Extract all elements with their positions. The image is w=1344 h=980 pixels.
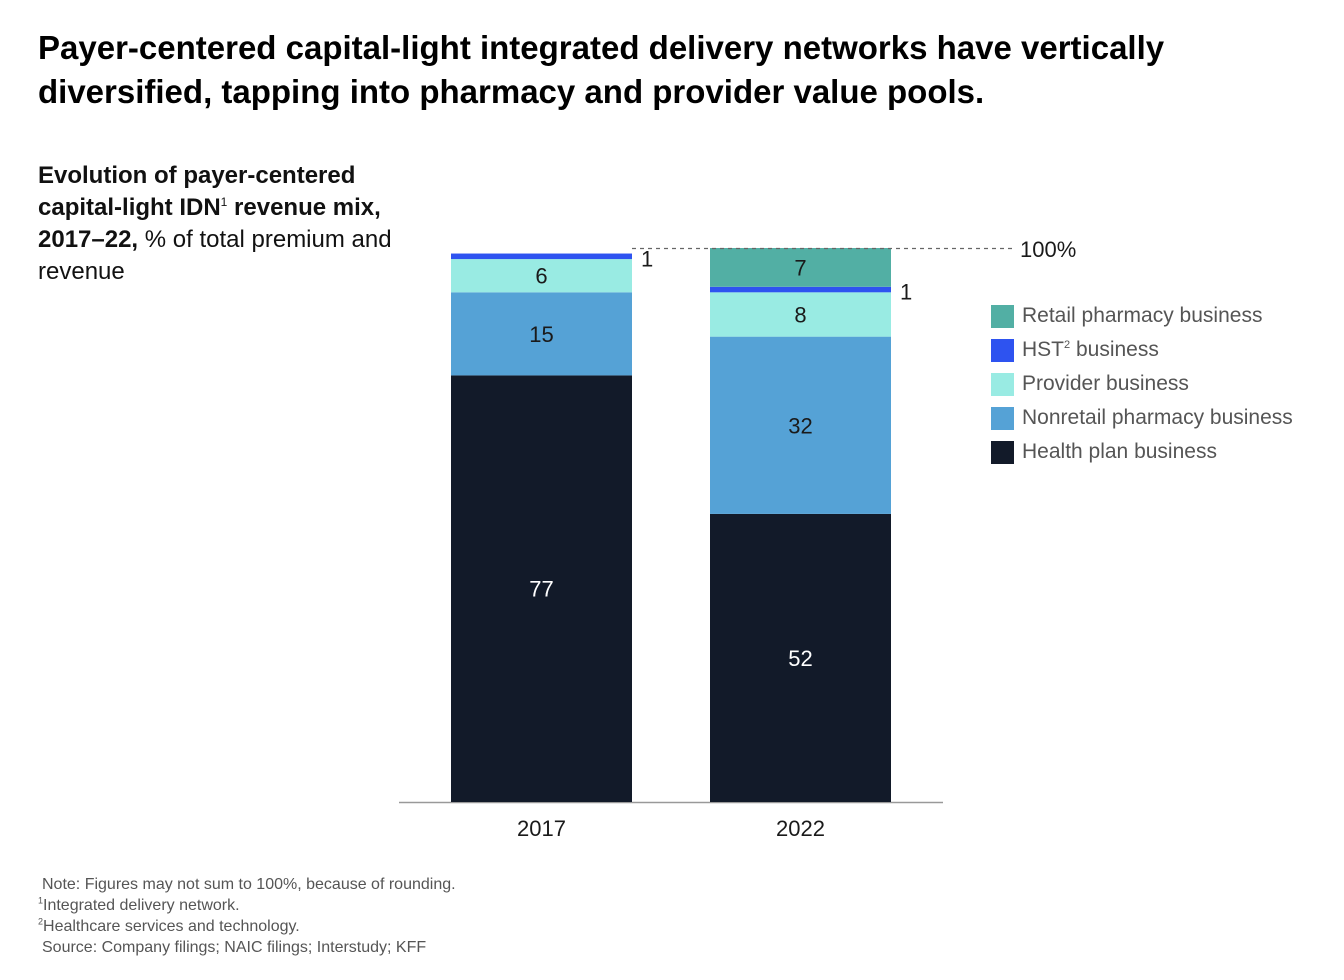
legend-label-health-plan: Health plan business — [1022, 440, 1217, 463]
legend-label-provider: Provider business — [1022, 372, 1189, 395]
footnote-1-text: Integrated delivery network. — [43, 897, 240, 914]
bar-segment-2022-nonretail-pharmacy-business — [710, 336, 891, 514]
bar-segment-2022-hst-business — [710, 286, 891, 293]
x-tick-label-2022: 2022 — [776, 816, 825, 841]
legend-label-hst-suffix: business — [1070, 338, 1159, 361]
subtitle-footnote-mark: 1 — [220, 195, 228, 209]
legend-label-nonretail-pharmacy: Nonretail pharmacy business — [1022, 406, 1293, 429]
legend-swatch-provider — [991, 373, 1014, 396]
legend-swatch-hst — [991, 339, 1014, 362]
bar-segment-2017-hst-business — [451, 253, 632, 260]
bar-segment-2017-nonretail-pharmacy-business — [451, 292, 632, 376]
data-label-2017-nonretail-pharmacy-business: 15 — [529, 322, 553, 347]
legend-label-hst: HST2 business — [1022, 337, 1159, 363]
subtitle-bold-2: revenue mix, 2017–22, — [38, 194, 381, 253]
legend-swatch-nonretail-pharmacy — [991, 407, 1014, 430]
data-label-2022-provider-business: 8 — [794, 302, 806, 327]
chart-notes: Note: Figures may not sum to 100%, becau… — [38, 874, 456, 958]
legend-label-retail-pharmacy: Retail pharmacy business — [1022, 304, 1263, 327]
rounding-note: Note: Figures may not sum to 100%, becau… — [42, 876, 456, 893]
legend-swatch-health-plan — [991, 441, 1014, 464]
subtitle-bold-1: Evolution of payer-centered capital-ligh… — [38, 162, 356, 221]
bar-segment-2022-provider-business — [710, 292, 891, 337]
data-label-2017-hst-business: 1 — [641, 246, 653, 271]
data-label-2022-nonretail-pharmacy-business: 32 — [788, 413, 812, 438]
footnote-2-text: Healthcare services and technology. — [43, 918, 300, 935]
subtitle-unit: % of total premium and revenue — [38, 226, 392, 285]
bar-segment-2017-health-plan-business — [451, 375, 632, 802]
legend-swatch-retail-pharmacy — [991, 305, 1014, 328]
footnote-2-mark: 2 — [38, 916, 44, 927]
legend-label-hst-text: HST — [1022, 338, 1064, 361]
data-label-2022-retail-pharmacy-business: 7 — [794, 255, 806, 280]
data-label-2022-hst-business: 1 — [900, 280, 912, 305]
x-tick-label-2017: 2017 — [517, 816, 566, 841]
source-note: Source: Company filings; NAIC filings; I… — [42, 939, 427, 956]
data-label-2017-health-plan-business: 77 — [529, 577, 553, 602]
data-label-2017-provider-business: 6 — [535, 264, 547, 289]
footnote-1-mark: 1 — [38, 895, 44, 906]
chart-headline: Payer-centered capital-light integrated … — [38, 29, 1165, 110]
bar-segment-2022-health-plan-business — [710, 513, 891, 802]
footnote-2: 2Healthcare services and technology. — [38, 916, 456, 937]
chart-subtitle: Evolution of payer-centered capital-ligh… — [38, 160, 418, 288]
footnote-1: 1Integrated delivery network. — [38, 895, 456, 916]
legend-label-hst-footnote-mark: 2 — [1064, 339, 1071, 351]
data-label-2022-health-plan-business: 52 — [788, 646, 812, 671]
bar-segment-2022-retail-pharmacy-business — [710, 248, 891, 287]
bar-segment-2017-provider-business — [451, 259, 632, 293]
reference-line-label: 100% — [1020, 237, 1076, 262]
